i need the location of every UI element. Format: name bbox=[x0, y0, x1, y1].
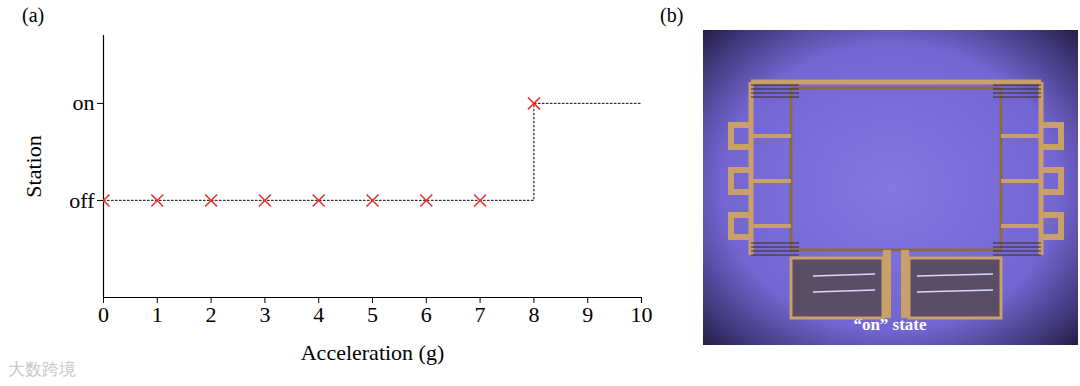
html-text:(a): (a) bbox=[22, 4, 45, 26]
svg-text:7: 7 bbox=[475, 302, 486, 327]
svg-text:9: 9 bbox=[582, 302, 593, 327]
svg-text:5: 5 bbox=[367, 302, 378, 327]
svg-text:1: 1 bbox=[152, 302, 163, 327]
svg-text:6: 6 bbox=[421, 302, 432, 327]
svg-text:8: 8 bbox=[528, 302, 539, 327]
svg-text:off: off bbox=[69, 188, 95, 213]
html-text:(b): (b) bbox=[660, 4, 684, 26]
html-text:大数跨境: 大数跨境 bbox=[8, 359, 76, 379]
svg-text:Acceleration (g): Acceleration (g) bbox=[301, 340, 445, 365]
svg-text:4: 4 bbox=[313, 302, 324, 327]
svg-text:10: 10 bbox=[631, 302, 653, 327]
svg-text:on: on bbox=[73, 90, 95, 115]
svg-text:Station: Station bbox=[21, 135, 46, 197]
svg-text:2: 2 bbox=[206, 302, 217, 327]
svg-text:3: 3 bbox=[259, 302, 270, 327]
svg-text:“on” state: “on” state bbox=[853, 315, 927, 334]
svg-text:0: 0 bbox=[98, 302, 109, 327]
